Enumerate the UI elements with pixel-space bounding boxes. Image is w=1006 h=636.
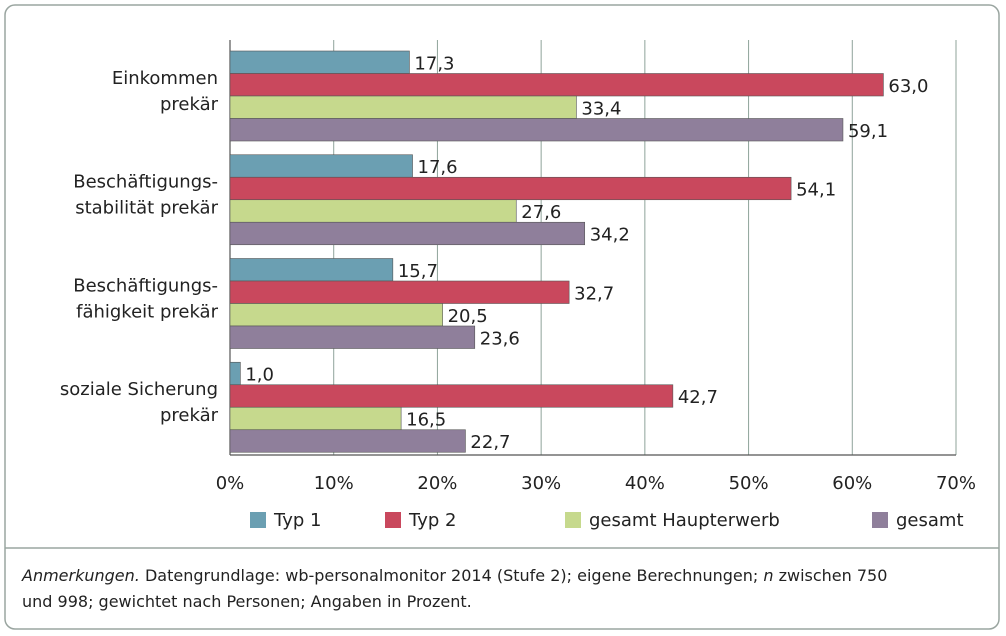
x-tick-label: 50% [729,473,769,494]
note-text: und 998; gewichtet nach Personen; Angabe… [22,592,472,611]
value-label: 1,0 [245,365,274,386]
legend-label: gesamt [896,510,964,531]
bar [229,325,476,349]
x-tick-label: 10% [314,473,354,494]
bar [229,73,884,97]
legend-label: gesamt Haupterwerb [589,510,780,531]
y-tick-label: Einkommen prekär [112,68,219,115]
bar [229,406,402,431]
bar [229,258,394,282]
value-label: 63,0 [888,76,928,97]
bar [229,199,517,223]
value-label: 27,6 [521,202,561,223]
y-tick-label: Beschäftigungs-stabilität prekär [73,172,218,219]
x-tick-label: 20% [417,473,457,494]
legend-swatch [385,512,401,528]
bar [229,429,466,453]
value-label: 23,6 [480,328,520,349]
bar [229,95,577,119]
legend-label: Typ 2 [408,510,456,531]
value-label: 59,1 [848,121,888,142]
value-label: 33,4 [581,98,621,119]
value-label: 16,5 [406,410,446,431]
legend-label: Typ 1 [273,510,321,531]
x-tick-label: 60% [832,473,872,494]
value-label: 22,7 [470,432,510,453]
value-label: 17,3 [414,53,454,74]
note-text: Datengrundlage: wb-personalmonitor 2014 … [144,566,759,585]
bar [229,221,586,246]
bar [229,280,570,304]
legend-swatch [565,512,581,528]
value-label: 34,2 [590,225,630,246]
bar [229,154,413,178]
x-tick-label: 40% [625,473,665,494]
legend-swatch [872,512,888,528]
note: Anmerkungen. Datengrundlage: wb-personal… [22,563,982,615]
value-label: 32,7 [574,283,614,304]
border [4,4,1000,630]
bar [229,118,844,142]
value-label: 15,7 [398,261,438,282]
x-tick-label: 70% [936,473,976,494]
x-tick-label: 0% [216,473,245,494]
bar [229,176,792,201]
y-tick-label: Beschäftigungs-fähigkeit prekär [73,275,218,322]
value-label: 17,6 [418,157,458,178]
note-text: zwischen 750 [778,566,888,585]
bar [229,361,241,386]
bar [229,50,410,74]
legend-swatch [250,512,266,528]
value-label: 42,7 [678,387,718,408]
y-tick-label: soziale Sicherung prekär [60,379,219,426]
value-label: 20,5 [448,306,488,327]
value-label: 54,1 [796,180,836,201]
bar [229,303,443,327]
note-italic: n [763,566,774,585]
x-tick-label: 30% [521,473,561,494]
note-label: Anmerkungen. [22,566,140,585]
bar [229,384,674,408]
